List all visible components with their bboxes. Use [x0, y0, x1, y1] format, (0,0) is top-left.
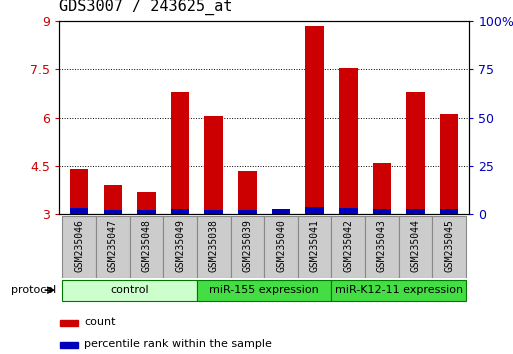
Text: GSM235039: GSM235039: [242, 219, 252, 272]
Bar: [238, 210, 256, 214]
Bar: [272, 211, 290, 214]
Text: GSM235047: GSM235047: [108, 219, 118, 272]
Text: miR-K12-11 expression: miR-K12-11 expression: [334, 285, 463, 295]
Text: GSM235044: GSM235044: [410, 219, 421, 272]
Bar: [70, 169, 88, 214]
Text: GSM235041: GSM235041: [310, 219, 320, 272]
Text: GSM235042: GSM235042: [343, 219, 353, 272]
Bar: [339, 68, 358, 214]
FancyBboxPatch shape: [163, 216, 197, 278]
Bar: [70, 209, 88, 214]
FancyBboxPatch shape: [298, 216, 331, 278]
Text: control: control: [110, 285, 149, 295]
Bar: [137, 210, 156, 214]
Bar: [372, 163, 391, 214]
Bar: [339, 209, 358, 214]
FancyBboxPatch shape: [197, 280, 331, 302]
Bar: [406, 92, 425, 214]
Text: miR-155 expression: miR-155 expression: [209, 285, 319, 295]
Bar: [372, 209, 391, 214]
Bar: [238, 171, 256, 214]
Bar: [61, 320, 77, 326]
FancyBboxPatch shape: [331, 216, 365, 278]
FancyBboxPatch shape: [63, 216, 96, 278]
FancyBboxPatch shape: [399, 216, 432, 278]
Text: GSM235048: GSM235048: [142, 219, 151, 272]
Bar: [104, 185, 122, 214]
Text: percentile rank within the sample: percentile rank within the sample: [85, 339, 272, 349]
Bar: [171, 92, 189, 214]
Bar: [305, 207, 324, 214]
Text: count: count: [85, 317, 116, 327]
Bar: [440, 114, 459, 214]
FancyBboxPatch shape: [63, 280, 197, 302]
Bar: [61, 342, 77, 348]
Bar: [104, 210, 122, 214]
FancyBboxPatch shape: [264, 216, 298, 278]
Bar: [205, 116, 223, 214]
Bar: [406, 209, 425, 214]
Bar: [305, 26, 324, 214]
Text: GSM235045: GSM235045: [444, 219, 454, 272]
Text: GSM235040: GSM235040: [276, 219, 286, 272]
Text: GSM235049: GSM235049: [175, 219, 185, 272]
FancyBboxPatch shape: [96, 216, 130, 278]
FancyBboxPatch shape: [331, 280, 466, 302]
Text: GSM235038: GSM235038: [209, 219, 219, 272]
Text: protocol: protocol: [11, 285, 56, 295]
FancyBboxPatch shape: [230, 216, 264, 278]
Bar: [171, 209, 189, 214]
FancyBboxPatch shape: [432, 216, 466, 278]
Text: GSM235043: GSM235043: [377, 219, 387, 272]
Text: GDS3007 / 243625_at: GDS3007 / 243625_at: [59, 0, 232, 16]
Bar: [205, 210, 223, 214]
Bar: [440, 209, 459, 214]
Text: GSM235046: GSM235046: [74, 219, 84, 272]
Bar: [272, 209, 290, 214]
FancyBboxPatch shape: [365, 216, 399, 278]
FancyBboxPatch shape: [130, 216, 163, 278]
FancyBboxPatch shape: [197, 216, 230, 278]
Bar: [137, 192, 156, 214]
